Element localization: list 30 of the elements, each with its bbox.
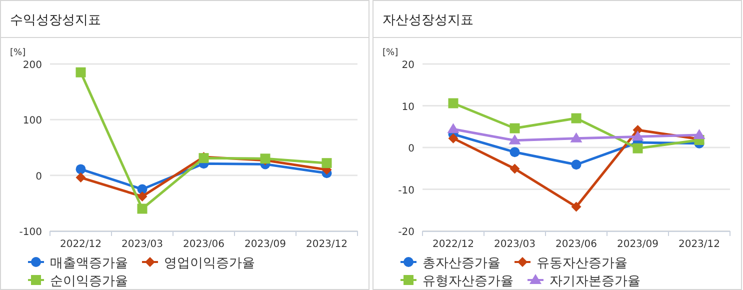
legend-label: 총자산증가율 (422, 256, 500, 271)
x-tick-label: 2023/06 (555, 239, 598, 250)
y-axis-title: [%] (382, 48, 398, 58)
y-tick-label: 200 (22, 60, 42, 71)
legend-label: 유형자산증가율 (422, 274, 514, 289)
y-tick-label: -10 (398, 185, 414, 196)
chart-title: 자산성장성지표 (382, 13, 474, 28)
y-axis-title: [%] (10, 48, 26, 58)
legend-label: 영업이익증가율 (164, 256, 255, 271)
y-tick-label: 20 (402, 60, 414, 71)
x-tick-label: 2023/12 (678, 239, 720, 250)
legend-label: 자기자본증가율 (550, 274, 640, 289)
y-tick-label: -100 (19, 227, 42, 238)
x-tick-label: 2022/12 (60, 239, 102, 250)
y-tick-label: 0 (408, 144, 414, 154)
chart-title: 수익성장성지표 (10, 13, 101, 28)
x-tick-label: 2023/03 (121, 239, 164, 250)
legend-label: 유동자산증가율 (536, 256, 628, 271)
y-tick-label: 10 (402, 102, 414, 113)
x-tick-label: 2022/12 (432, 239, 474, 250)
x-tick-label: 2023/06 (182, 239, 225, 250)
x-tick-label: 2023/03 (494, 239, 536, 250)
legend-label: 매출액증가율 (50, 256, 128, 271)
x-tick-label: 2023/09 (616, 239, 659, 250)
x-tick-label: 2023/12 (306, 239, 348, 250)
y-tick-label: 0 (36, 171, 42, 182)
x-tick-label: 2023/09 (244, 239, 286, 250)
legend-label: 순이익증가율 (50, 274, 128, 289)
y-tick-label: 100 (22, 116, 42, 127)
y-tick-label: -20 (398, 227, 414, 238)
